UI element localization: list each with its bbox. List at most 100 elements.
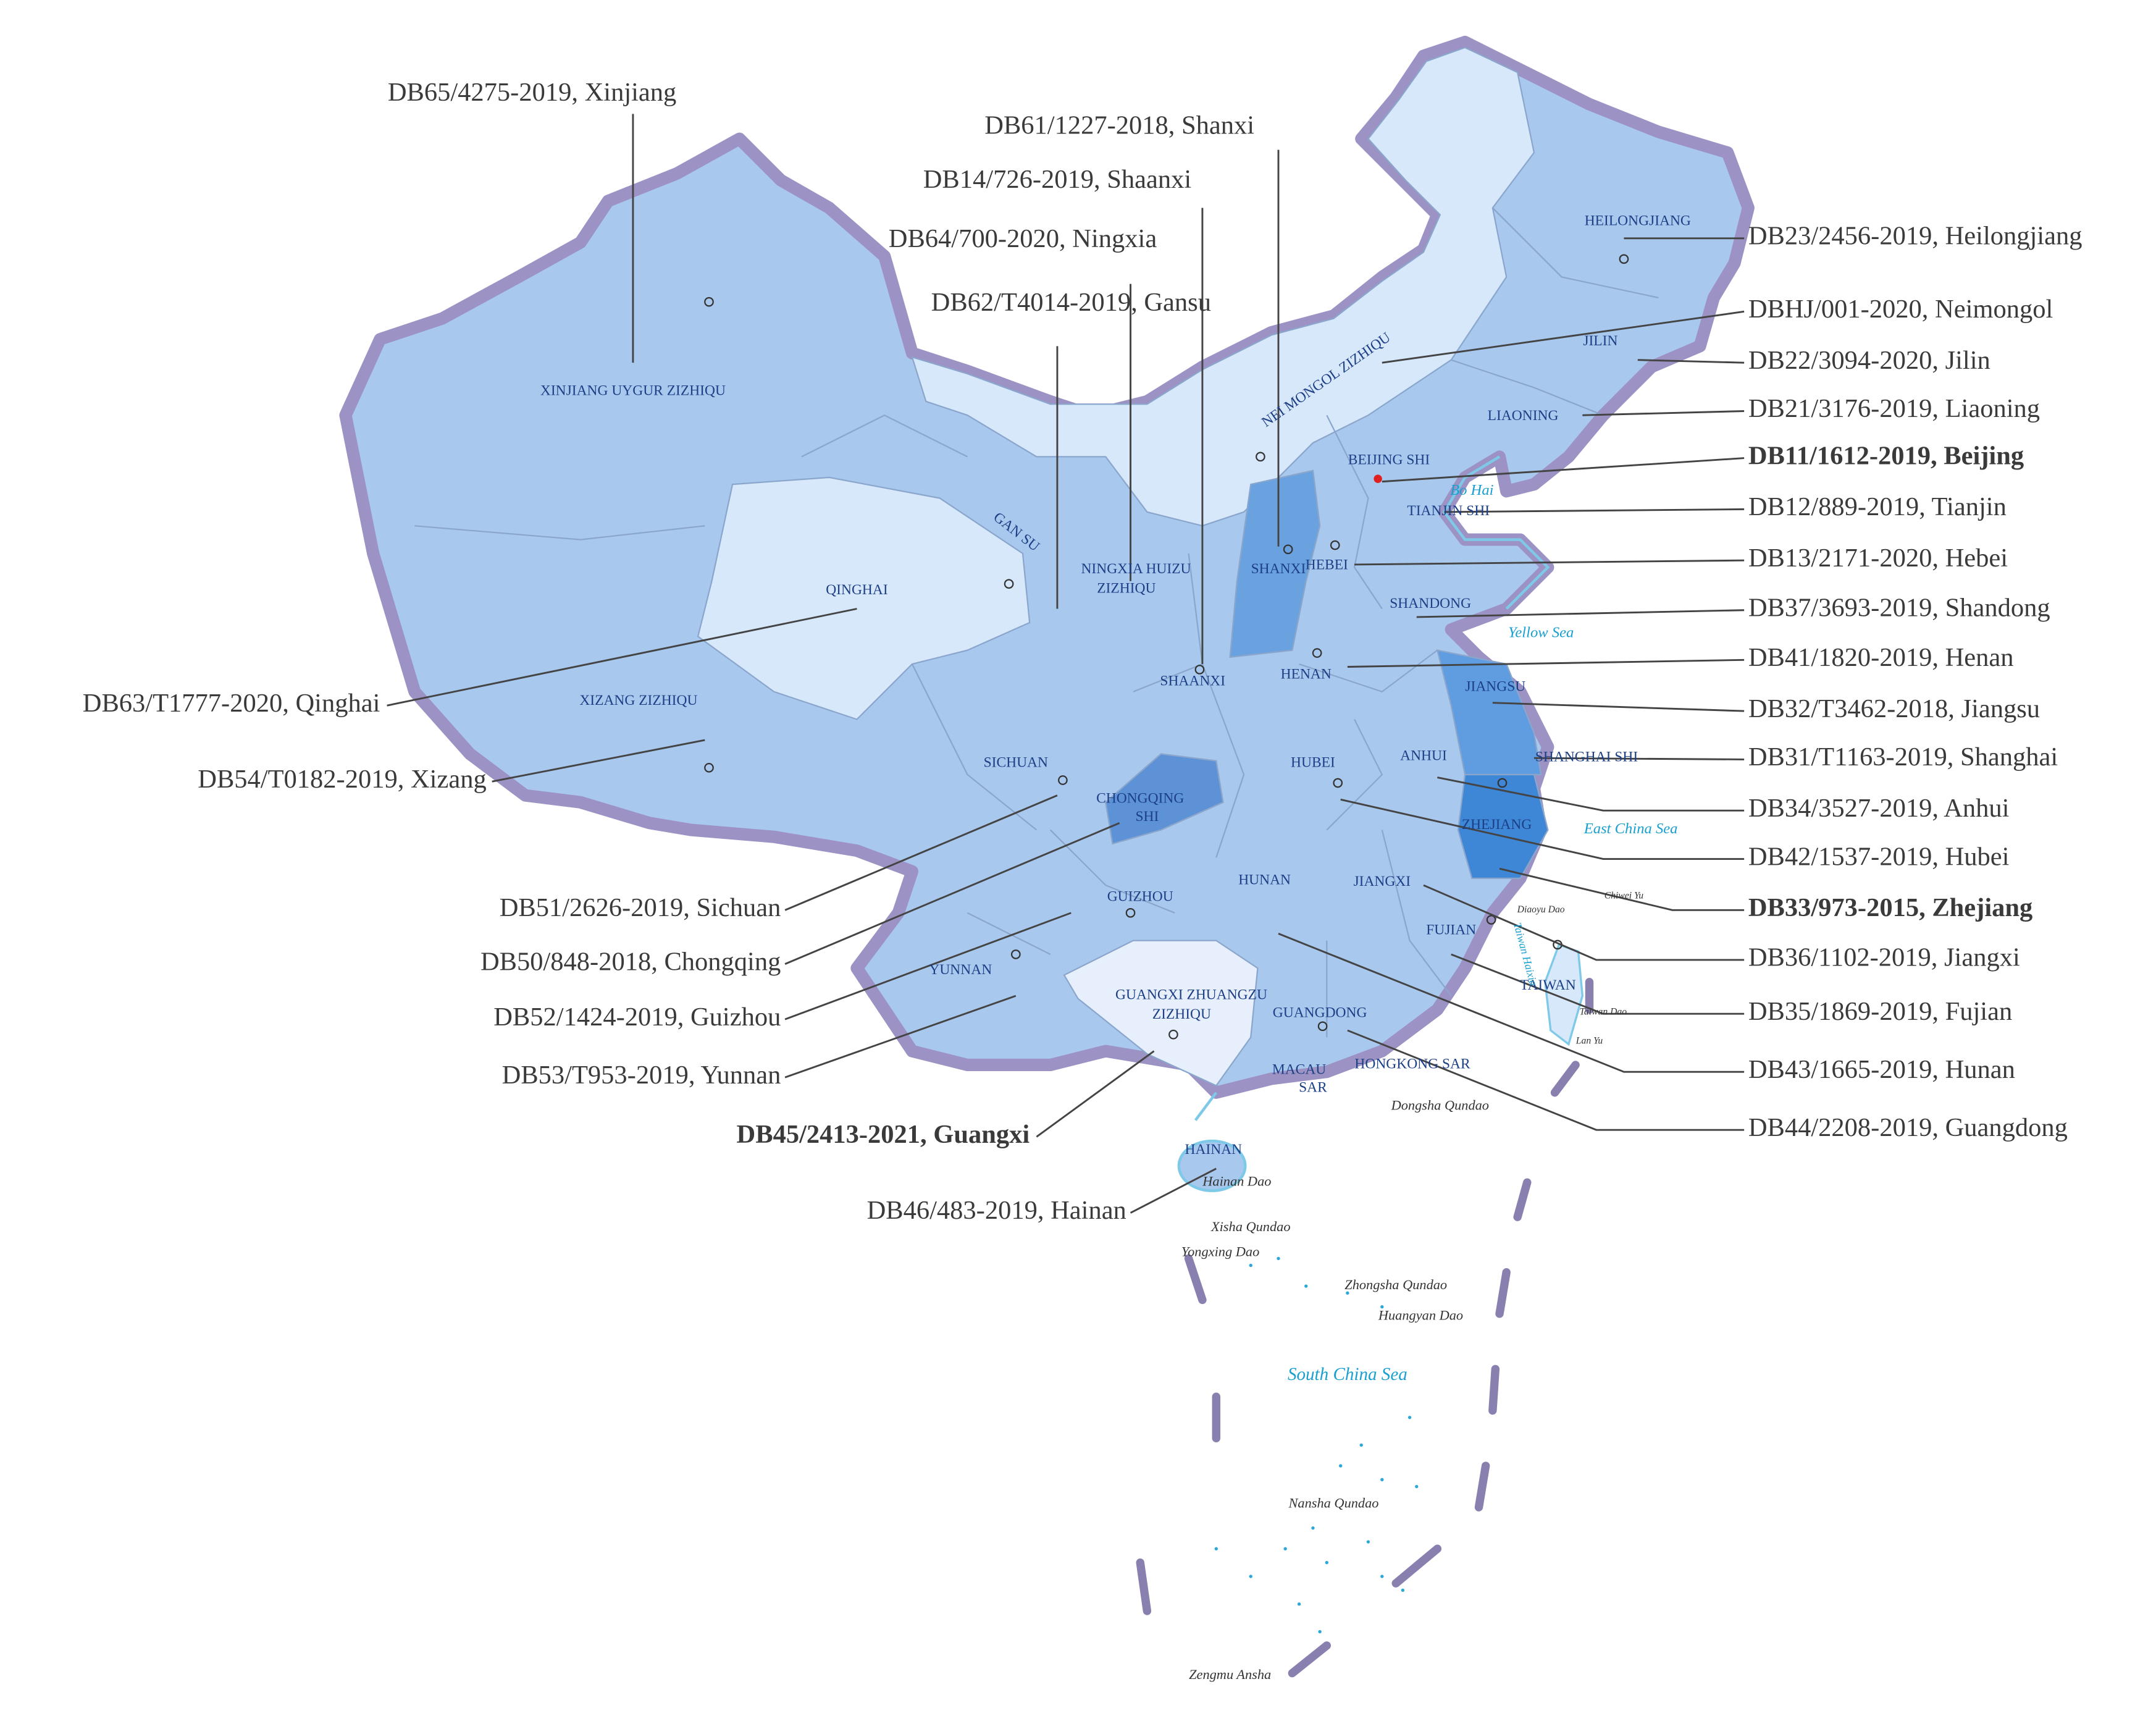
province-label: ZIZHIQU: [1152, 1006, 1211, 1022]
leader-line: [1340, 798, 1745, 860]
capital-marker: [1125, 907, 1136, 918]
standard-label: DB11/1612-2019, Beijing: [1748, 441, 2024, 470]
capital-marker: [704, 297, 714, 307]
province-label: CHONGQING: [1096, 791, 1184, 807]
province-label: QINGHAI: [826, 582, 887, 598]
leader-line: [1582, 410, 1745, 416]
island-label: Zhongsha Qundao: [1344, 1277, 1447, 1292]
province-label: HEILONGJIANG: [1585, 212, 1691, 229]
region-neimongol: [911, 46, 1535, 527]
province-label: TIANJIN SHI: [1407, 503, 1490, 519]
province-label: XIZANG ZIZHIQU: [579, 692, 697, 709]
boundary-dashes: [1136, 978, 1594, 1678]
province-label: JILIN: [1583, 333, 1617, 349]
standard-label: DB37/3693-2019, Shandong: [1748, 593, 2050, 622]
capital-markers: [704, 254, 1629, 1040]
standard-label: DB50/848-2018, Chongqing: [480, 947, 781, 976]
water-label: Bo Hai: [1450, 482, 1494, 499]
standard-label: DB63/T1777-2020, Qinghai: [83, 689, 380, 718]
capital-marker: [1010, 949, 1021, 959]
reef-dot: [1415, 1484, 1419, 1489]
leader-line: [784, 912, 1072, 1020]
island-label: Xisha Qundao: [1210, 1219, 1291, 1234]
province-label: SHANXI: [1251, 561, 1306, 577]
taiwan-island: [1544, 943, 1584, 1046]
reef-dot: [1339, 1464, 1343, 1468]
leader-line: [1444, 508, 1745, 513]
province-label: HEBEI: [1306, 557, 1348, 573]
leader-line: [1451, 953, 1745, 1015]
standard-label: DB22/3094-2020, Jilin: [1748, 346, 1990, 375]
standard-label: DB12/889-2019, Tianjin: [1748, 492, 2007, 521]
region-zhejiang: [1457, 773, 1549, 879]
reef-dot: [1359, 1443, 1363, 1447]
standard-label: DB64/700-2020, Ningxia: [889, 224, 1157, 253]
standard-label: DB46/483-2019, Hainan: [867, 1196, 1126, 1225]
capital-marker: [1004, 579, 1014, 589]
reef-dot: [1380, 1575, 1384, 1578]
province-label: XINJIANG UYGUR ZIZHIQU: [540, 383, 726, 399]
leader-line: [1423, 884, 1745, 961]
beijing-star: [1374, 474, 1382, 483]
island-label: Chiwei Yu: [1604, 891, 1644, 901]
standard-label: DB42/1537-2019, Hubei: [1748, 842, 2010, 871]
reef-dot: [1318, 1630, 1322, 1634]
province-label: SHANDONG: [1390, 595, 1471, 612]
standard-label: DB53/T953-2019, Yunnan: [502, 1061, 781, 1090]
standard-label: DB52/1424-2019, Guizhou: [493, 1003, 781, 1032]
leader-line: [784, 995, 1017, 1079]
standard-label: DB51/2626-2019, Sichuan: [500, 893, 781, 922]
reef-dot: [1214, 1547, 1218, 1550]
province-label: GUANGDONG: [1273, 1005, 1367, 1021]
island-label: Zengmu Ansha: [1189, 1667, 1271, 1682]
standard-label: DB21/3176-2019, Liaoning: [1748, 394, 2040, 423]
province-label: YUNNAN: [929, 962, 992, 978]
standard-label: DB14/726-2019, Shaanxi: [923, 165, 1191, 194]
reef-dot: [1297, 1602, 1301, 1606]
land: [339, 35, 1755, 1678]
province-label: ANHUI: [1400, 747, 1447, 764]
standard-label: DB34/3527-2019, Anhui: [1748, 794, 2010, 823]
province-label: SAR: [1299, 1079, 1327, 1095]
standard-label: DB35/1869-2019, Fujian: [1748, 997, 2012, 1026]
province-label: JIANGXI: [1354, 873, 1411, 890]
capital-marker: [1312, 648, 1322, 658]
province-label: ZIZHIQU: [1097, 581, 1156, 597]
capital-marker: [1168, 1029, 1178, 1040]
leader-line: [784, 794, 1058, 911]
reef-dot: [1311, 1526, 1315, 1530]
island-label: Diaoyu Dao: [1517, 904, 1565, 915]
capital-marker: [1317, 1021, 1328, 1032]
reef-dot: [1380, 1478, 1384, 1482]
reef-dot: [1366, 1540, 1370, 1544]
standard-label: DB31/T1163-2019, Shanghai: [1748, 743, 2058, 772]
province-label: HUNAN: [1238, 872, 1291, 888]
province-label: LIAONING: [1488, 408, 1559, 424]
province-label: TAIWAN: [1520, 977, 1576, 993]
reef-dot: [1325, 1560, 1328, 1565]
province-borders: [414, 207, 1659, 1038]
province-label: MACAU: [1272, 1061, 1326, 1077]
island-label: Lan Yu: [1575, 1036, 1603, 1046]
region-chongqing: [1105, 753, 1224, 845]
standard-label: DB36/1102-2019, Jiangxi: [1748, 943, 2020, 972]
leader-line: [492, 739, 705, 783]
leader-line: [1347, 1029, 1745, 1131]
leader-line: [1130, 1167, 1217, 1214]
standard-label: DB61/1227-2018, Shanxi: [984, 111, 1254, 140]
standard-label: DB44/2208-2019, Guangdong: [1748, 1113, 2068, 1142]
island-label: Huangyan Dao: [1378, 1307, 1463, 1323]
leader-line: [1382, 457, 1745, 483]
region-shanxi: [1229, 469, 1321, 658]
province-label: GUANGXI ZHUANGZU: [1115, 986, 1267, 1003]
leader-lines: [387, 114, 1745, 1214]
capital-marker: [1283, 544, 1293, 555]
leader-line: [1499, 867, 1745, 911]
leader-line: [784, 822, 1120, 965]
coast-highlight: [1194, 455, 1550, 1121]
leader-line: [387, 608, 857, 707]
island-label: Taiwan Dao: [1580, 1007, 1627, 1017]
water-label: Yellow Sea: [1508, 624, 1574, 641]
leader-line: [1278, 933, 1745, 1073]
